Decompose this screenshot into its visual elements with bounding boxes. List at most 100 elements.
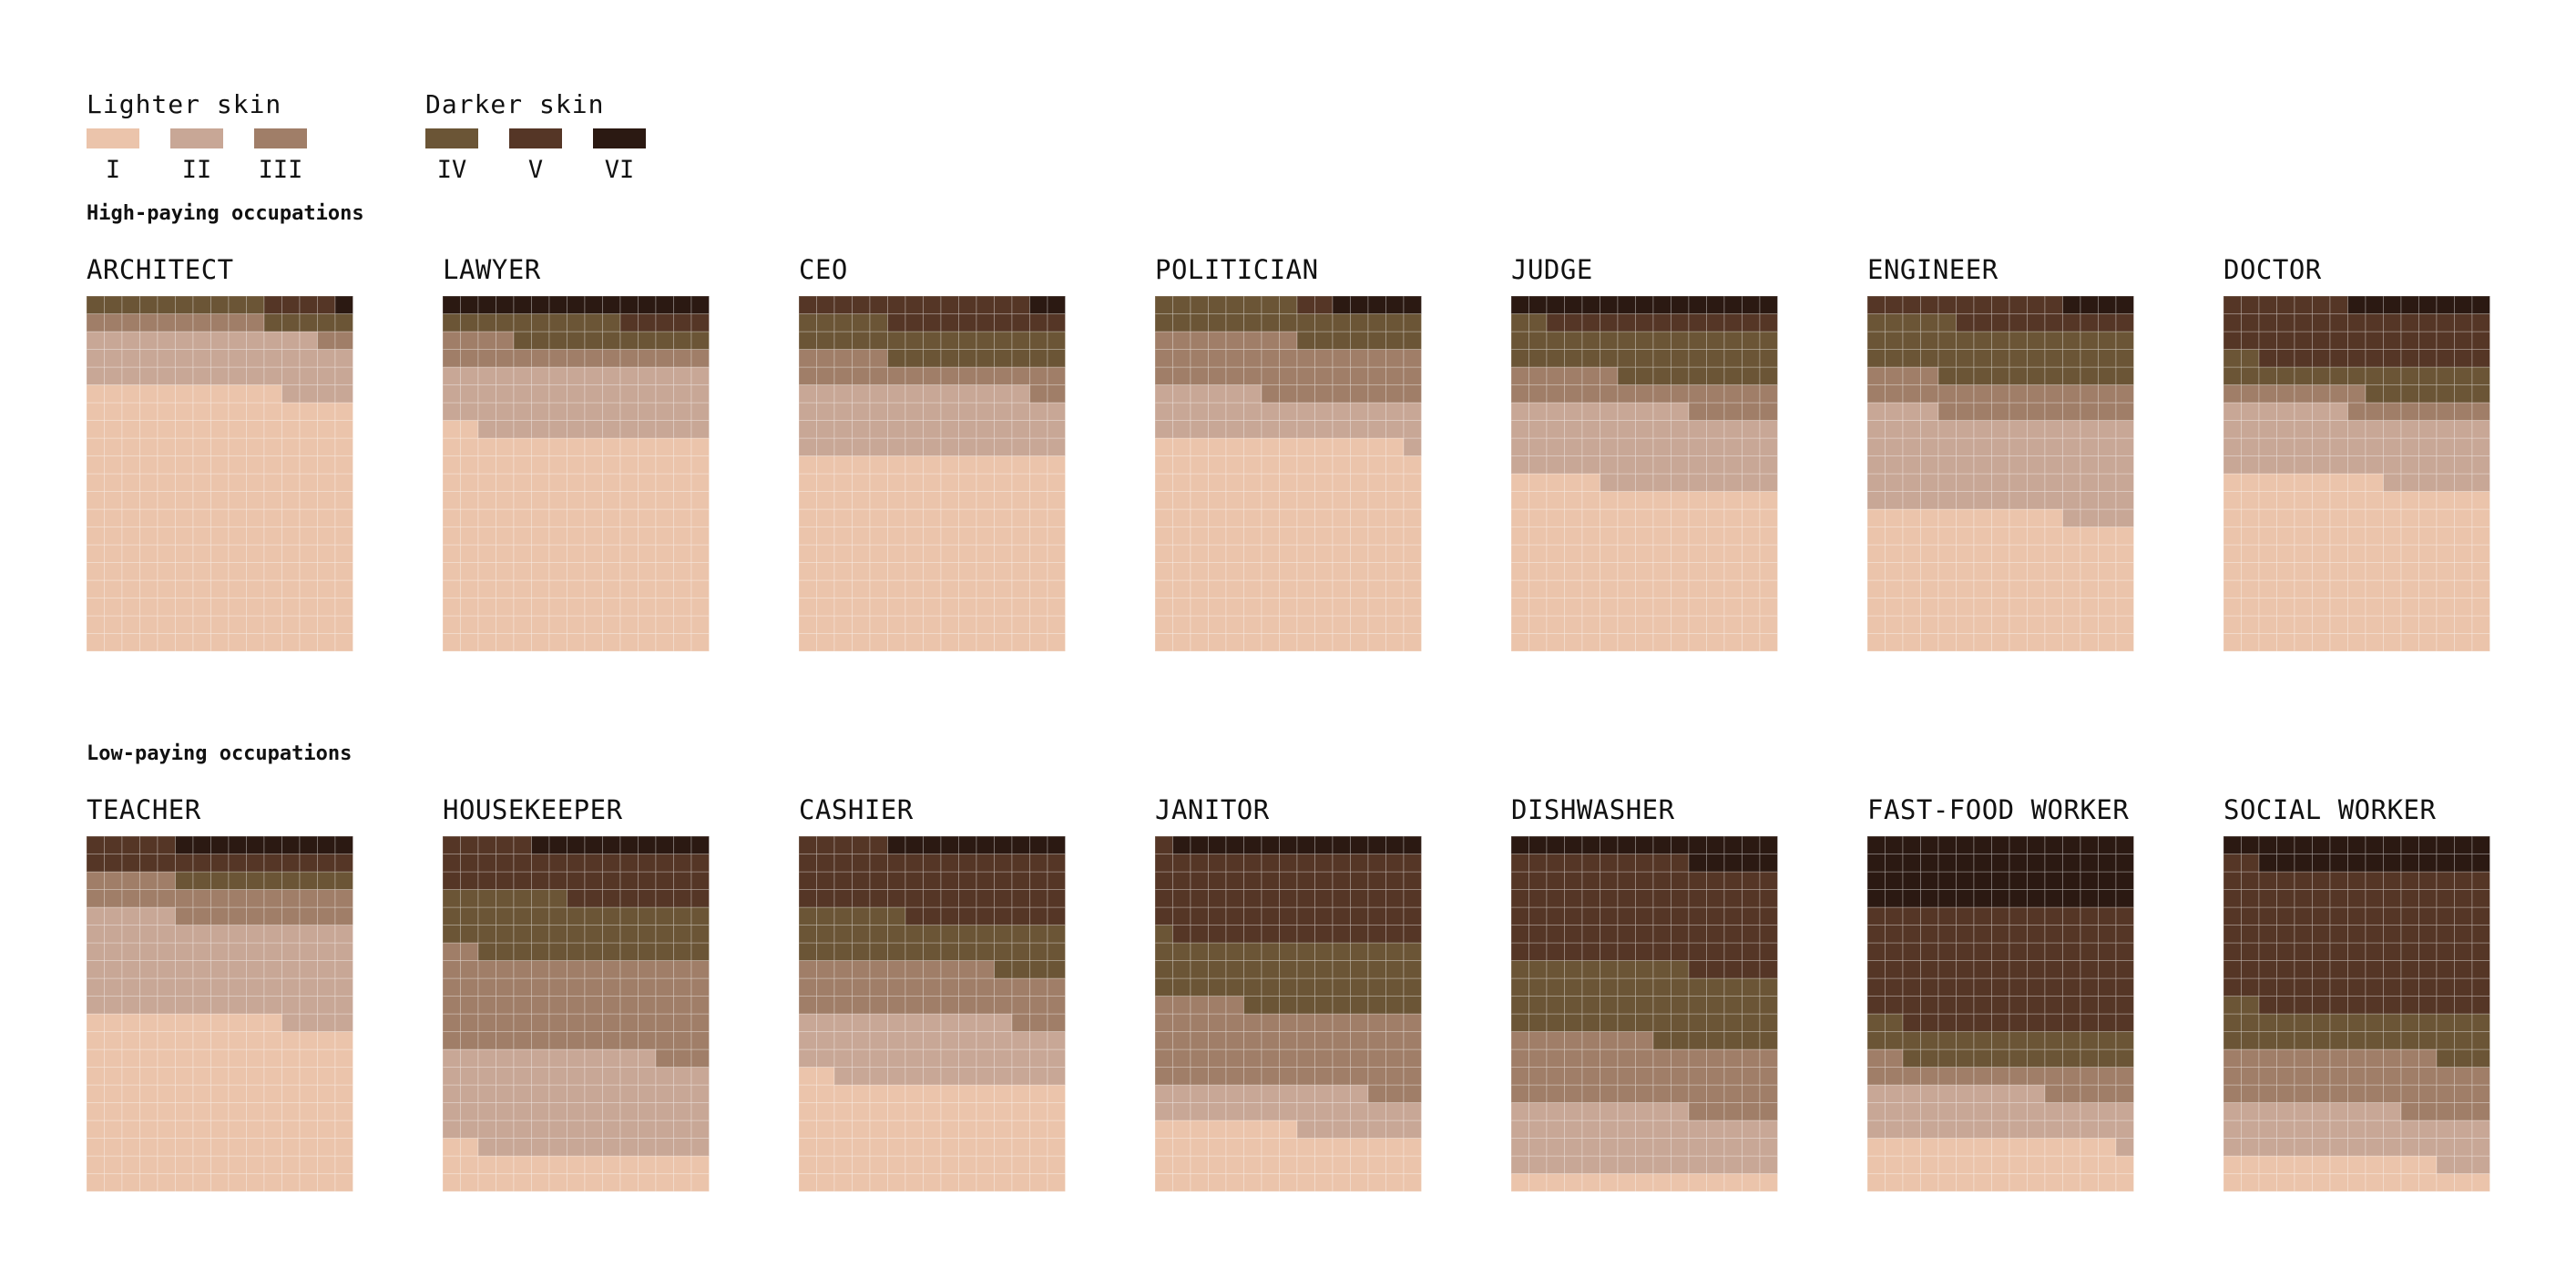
waffle-cell-type-I <box>460 598 479 617</box>
waffle-cell-type-V <box>833 296 853 314</box>
waffle-cell-type-III <box>1225 1067 1244 1086</box>
waffle-cell-type-II <box>958 1067 977 1086</box>
waffle-cell-type-I <box>496 579 515 598</box>
waffle-cell-type-I <box>1688 1173 1707 1191</box>
waffle-cell-type-IV <box>1011 942 1030 961</box>
waffle-cell-type-II <box>2062 473 2081 492</box>
waffle-cell-type-II <box>2009 1120 2028 1139</box>
waffle-cell-type-IV <box>1332 313 1351 332</box>
waffle-cell-type-I <box>317 1155 336 1174</box>
waffle-cell-type-II <box>1723 473 1743 492</box>
waffle-cell-type-III <box>192 906 211 925</box>
waffle-cell-type-V <box>1671 889 1690 908</box>
waffle-cell-type-I <box>263 1031 282 1050</box>
waffle-cell-type-III <box>1973 384 1992 404</box>
waffle-cell-type-I <box>940 473 959 492</box>
waffle-cell-type-III <box>1920 366 1939 385</box>
waffle-cell-type-II <box>584 1048 603 1068</box>
waffle-cell-type-I <box>1243 633 1262 651</box>
waffle-cell-type-IV <box>548 942 567 961</box>
waffle-cell-type-IV <box>1314 960 1334 979</box>
waffle-cell-type-IV <box>2223 1031 2242 1050</box>
waffle-cell-type-IV <box>1742 331 1761 350</box>
waffle-cell-type-VI <box>1706 296 1725 314</box>
waffle-cell-type-I <box>905 508 924 527</box>
waffle-cell-type-I <box>905 1120 924 1139</box>
waffle-cell-type-I <box>1759 598 1778 617</box>
waffle-cell-type-II <box>496 1138 515 1157</box>
waffle-cell-type-III <box>1279 1048 1298 1068</box>
waffle-cell-type-II <box>1617 402 1636 421</box>
waffle-cell-type-II <box>281 960 301 979</box>
waffle-cell-type-I <box>655 544 674 563</box>
waffle-cell-type-I <box>940 1084 959 1103</box>
waffle-cell-type-II <box>976 1031 995 1050</box>
waffle-cell-type-I <box>2347 1173 2366 1191</box>
waffle-cell-type-II <box>87 906 105 925</box>
waffle-cell-type-III <box>1367 349 1386 368</box>
waffle-cell-type-I <box>816 527 835 546</box>
waffle-cell-type-V <box>2329 925 2348 944</box>
waffle-cell-type-IV <box>228 871 247 890</box>
waffle-cell-type-I <box>1600 579 1619 598</box>
waffle-cell-type-II <box>2347 1120 2366 1139</box>
waffle-cell-type-I <box>263 544 282 563</box>
waffle-cell-type-III <box>673 960 692 979</box>
waffle-cell-type-IV <box>1759 1013 1778 1032</box>
waffle-cell-type-II <box>460 366 479 385</box>
waffle-cell-type-I <box>2365 491 2384 510</box>
waffle-cell-type-IV <box>1225 296 1244 314</box>
waffle-grid-architect <box>87 296 353 651</box>
waffle-cell-type-II <box>1885 455 1904 475</box>
waffle-cell-type-I <box>228 1048 247 1068</box>
waffle-cell-type-I <box>317 1048 336 1068</box>
waffle-cell-type-III <box>1385 366 1405 385</box>
waffle-cell-type-I <box>1011 544 1030 563</box>
waffle-cell-type-V <box>1742 889 1761 908</box>
waffle-cell-type-I <box>121 1013 140 1032</box>
waffle-cell-type-II <box>1350 420 1369 439</box>
waffle-cell-type-V <box>1546 925 1565 944</box>
waffle-cell-type-III <box>1029 1013 1048 1032</box>
waffle-cell-type-IV <box>1902 1048 1921 1068</box>
waffle-cell-type-V <box>139 854 158 873</box>
waffle-cell-type-III <box>157 313 176 332</box>
waffle-cell-type-VI <box>1581 836 1600 854</box>
waffle-cell-type-II <box>833 420 853 439</box>
waffle-cell-type-V <box>2436 313 2455 332</box>
waffle-cell-type-IV <box>2009 366 2028 385</box>
waffle-cell-type-II <box>1528 1120 1548 1139</box>
waffle-cell-type-I <box>443 1173 461 1191</box>
waffle-cell-type-V <box>2223 977 2242 997</box>
waffle-cell-type-I <box>1314 579 1334 598</box>
waffle-cell-type-I <box>1385 473 1405 492</box>
waffle-cell-type-II <box>1511 1102 1529 1121</box>
waffle-cell-type-III <box>2329 1067 2348 1086</box>
waffle-cell-type-I <box>1350 544 1369 563</box>
waffle-cell-type-II <box>175 925 194 944</box>
waffle-cell-type-I <box>1617 508 1636 527</box>
waffle-cell-type-I <box>139 598 158 617</box>
waffle-cell-type-III <box>887 960 906 979</box>
waffle-cell-type-I <box>2044 527 2063 546</box>
waffle-cell-type-V <box>2294 331 2313 350</box>
waffle-cell-type-I <box>210 473 230 492</box>
waffle-cell-type-I <box>1011 1138 1030 1157</box>
waffle-cell-type-I <box>1671 491 1690 510</box>
waffle-cell-type-I <box>2044 633 2063 651</box>
waffle-cell-type-II <box>1885 1102 1904 1121</box>
waffle-cell-type-V <box>1937 960 1957 979</box>
waffle-cell-type-V <box>1190 871 1209 890</box>
waffle-cell-type-I <box>477 508 496 527</box>
waffle-cell-type-III <box>2365 402 2384 421</box>
waffle-cell-type-III <box>460 1013 479 1032</box>
waffle-cell-type-V <box>852 296 871 314</box>
waffle-cell-type-III <box>673 1013 692 1032</box>
waffle-cell-type-V <box>2383 996 2402 1015</box>
waffle-cell-type-III <box>1688 384 1707 404</box>
waffle-cell-type-I <box>1600 491 1619 510</box>
waffle-cell-type-III <box>2223 1048 2242 1068</box>
waffle-cell-type-I <box>958 1102 977 1121</box>
waffle-cell-type-I <box>602 437 621 456</box>
waffle-cell-type-II <box>104 331 123 350</box>
